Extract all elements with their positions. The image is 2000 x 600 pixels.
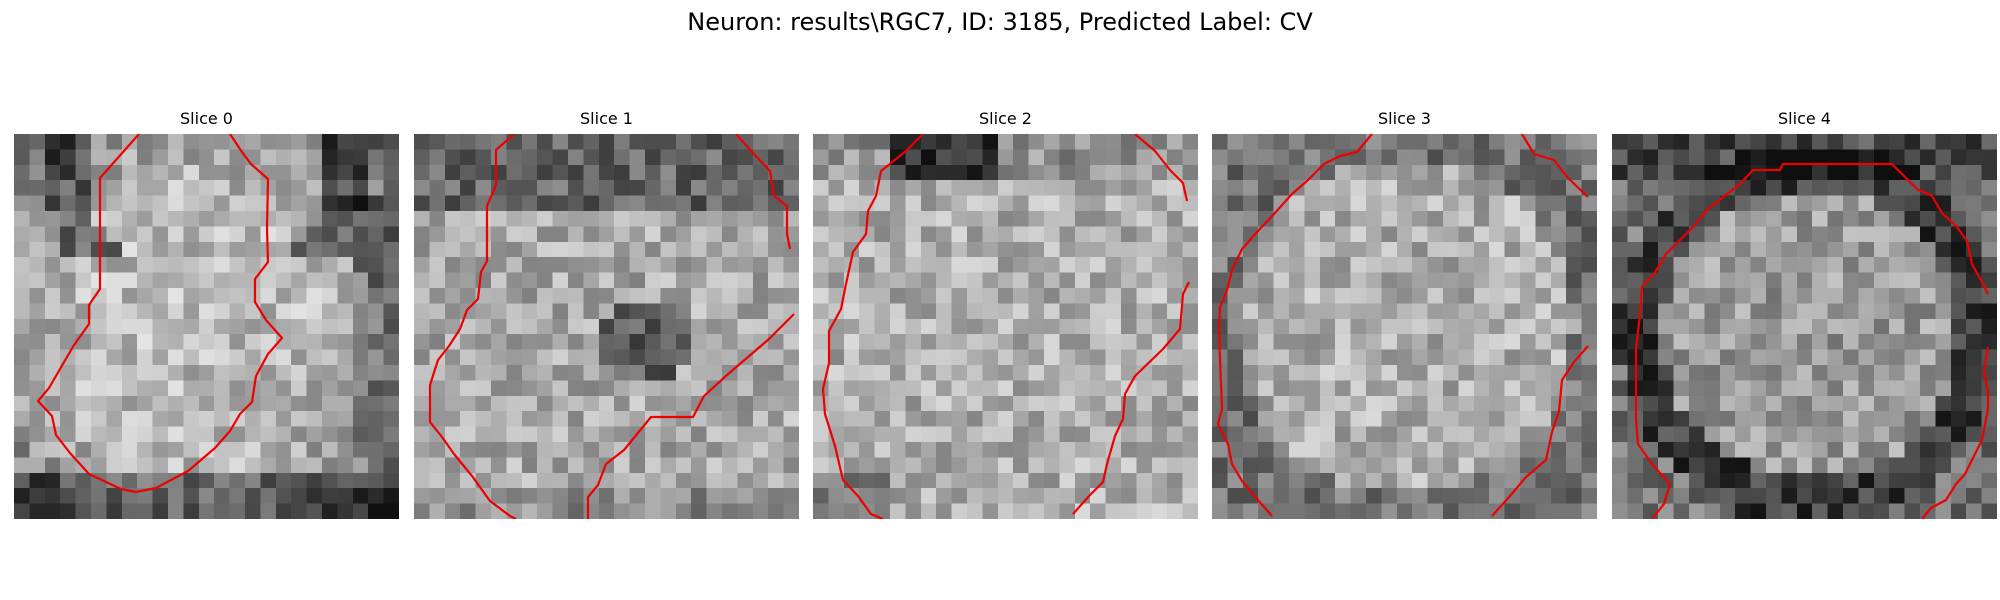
contour-overlay-2 (821, 134, 1190, 519)
figure-title: Neuron: results\RGC7, ID: 3185, Predicte… (687, 8, 1313, 36)
slice-panel-4: Slice 4 (1612, 108, 1997, 519)
slice-title-3: Slice 3 (1378, 109, 1431, 128)
segmentation-contour (1072, 281, 1190, 515)
contour-overlay-0 (36, 134, 284, 494)
contour-overlay-4 (1634, 162, 1990, 519)
segmentation-contour (586, 313, 795, 519)
slice-panel-0: Slice 0 (14, 108, 399, 519)
slice-image-1 (414, 134, 799, 519)
segmentation-contour (1921, 346, 1990, 519)
slice-title-4: Slice 4 (1778, 109, 1831, 128)
contour-overlay-1 (428, 134, 795, 519)
slice-panel-3: Slice 3 (1212, 108, 1597, 519)
slice-image-3 (1212, 134, 1597, 519)
segmentation-contour (821, 134, 924, 519)
slice-title-0: Slice 0 (180, 109, 233, 128)
segmentation-contour (428, 134, 517, 519)
slice-image-2 (813, 134, 1198, 519)
segmentation-contour (1216, 134, 1373, 517)
segmentation-contour (1521, 134, 1589, 198)
slice-panel-1: Slice 1 (414, 108, 799, 519)
segmentation-contour (1634, 162, 1989, 519)
contour-overlay-3 (1216, 134, 1589, 517)
segmentation-contour (1134, 134, 1189, 202)
segmentation-contour (1491, 345, 1589, 517)
slice-panel-2: Slice 2 (813, 108, 1198, 519)
slice-title-1: Slice 1 (580, 109, 633, 128)
slice-title-2: Slice 2 (979, 109, 1032, 128)
segmentation-contour (735, 134, 792, 250)
segmentation-contour (36, 134, 284, 494)
